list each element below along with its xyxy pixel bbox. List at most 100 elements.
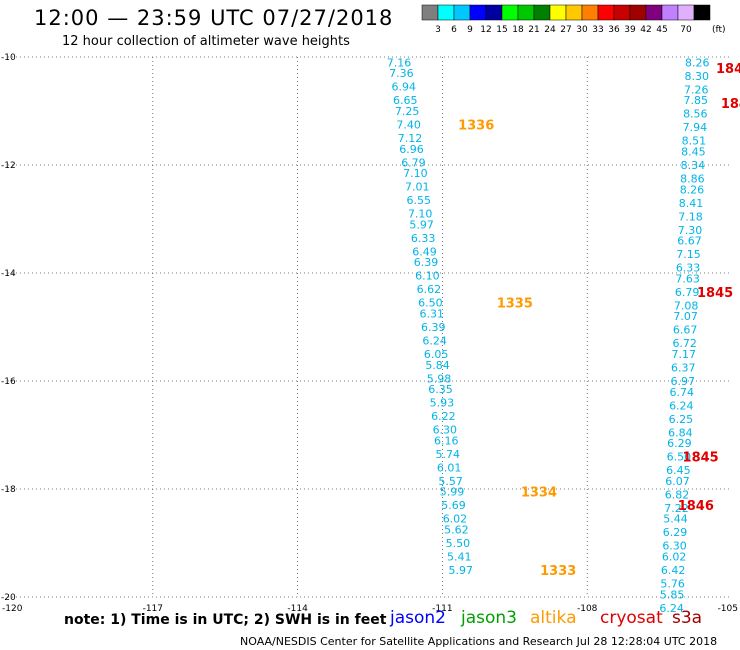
x-tick-label: -111 xyxy=(432,604,452,614)
legend-label: 27 xyxy=(560,25,571,35)
data-point-label: 6.30 xyxy=(662,540,687,553)
data-point-label: 8.56 xyxy=(683,108,708,121)
legend-swatch xyxy=(693,4,711,21)
data-point-label: 6.25 xyxy=(669,413,694,426)
y-tick-label: -10 xyxy=(1,53,16,63)
data-point-label: 6.05 xyxy=(424,348,449,361)
data-point-label: 6.24 xyxy=(669,399,694,412)
data-point-label: 6.01 xyxy=(437,461,462,474)
data-point-label: 5.62 xyxy=(444,524,469,537)
data-point-label: 5.74 xyxy=(435,448,460,461)
satellite-label-jason3: jason3 xyxy=(461,608,517,628)
data-point-label: 7.40 xyxy=(396,119,421,132)
data-point-label: 5.50 xyxy=(446,537,471,550)
data-point-label: 7.63 xyxy=(675,272,700,285)
legend-label: 6 xyxy=(451,25,457,35)
data-point-label: 6.29 xyxy=(663,526,688,539)
data-point-label: 6.24 xyxy=(659,602,684,615)
legend-label: 21 xyxy=(528,25,539,35)
data-point-label: 5.85 xyxy=(660,588,685,601)
legend-label: 9 xyxy=(467,25,473,35)
data-point-label: 6.37 xyxy=(671,362,696,375)
data-point-label: 6.35 xyxy=(428,383,453,396)
data-point-label: 6.30 xyxy=(433,424,458,437)
data-point-label: 6.84 xyxy=(668,426,693,439)
data-point-label: 5.41 xyxy=(447,551,472,564)
data-point-label: 7.15 xyxy=(676,248,701,261)
time-label: 184 xyxy=(721,97,740,112)
time-label: 1845 xyxy=(683,451,719,466)
data-point-label: 6.24 xyxy=(422,335,447,348)
data-point-label: 7.16 xyxy=(387,56,412,69)
data-point-label: 8.34 xyxy=(681,159,706,172)
x-tick-label: -108 xyxy=(577,604,598,614)
x-tick-label: -114 xyxy=(287,604,308,614)
data-point-label: 7.01 xyxy=(405,181,430,194)
data-point-label: 8.26 xyxy=(685,56,710,69)
time-label: 1336 xyxy=(458,119,494,134)
data-point-label: 7.94 xyxy=(683,121,708,134)
data-point-label: 6.02 xyxy=(443,513,468,526)
y-tick-label: -18 xyxy=(1,485,16,495)
legend-label: 45 xyxy=(656,25,667,35)
y-tick-label: -14 xyxy=(1,269,16,279)
data-point-label: 6.79 xyxy=(401,156,426,169)
data-point-label: 6.50 xyxy=(418,297,443,310)
data-point-label: 6.50 xyxy=(667,451,692,464)
data-point-label: 6.96 xyxy=(399,143,424,156)
data-point-label: 6.31 xyxy=(420,308,445,321)
data-point-label: 7.12 xyxy=(398,132,423,145)
data-point-label: 7.10 xyxy=(408,208,433,221)
data-point-label: 6.33 xyxy=(676,262,701,275)
data-point-label: 7.26 xyxy=(684,83,709,96)
time-label: 1334 xyxy=(521,486,557,501)
satellite-label-s3a: s3a xyxy=(672,608,703,628)
data-point-label: 5.44 xyxy=(663,513,688,526)
data-point-label: 6.02 xyxy=(662,551,687,564)
data-point-label: 5.57 xyxy=(438,475,463,488)
legend-label: 33 xyxy=(592,25,603,35)
legend-label: 30 xyxy=(576,25,588,35)
data-point-label: 6.39 xyxy=(421,321,446,334)
data-point-label: 6.16 xyxy=(434,434,459,447)
data-point-label: 6.29 xyxy=(667,437,692,450)
chart-subtitle: 12 hour collection of altimeter wave hei… xyxy=(62,34,350,49)
data-point-label: 6.74 xyxy=(670,386,695,399)
data-point-label: 5.93 xyxy=(430,397,455,410)
data-point-label: 7.17 xyxy=(671,348,696,361)
data-point-label: 6.45 xyxy=(666,464,691,477)
data-point-label: 7.18 xyxy=(678,210,703,223)
data-point-label: 5.69 xyxy=(441,499,466,512)
satellite-label-jason2: jason2 xyxy=(390,608,446,628)
time-label: 1845 xyxy=(697,286,733,301)
time-label: 184 xyxy=(716,62,740,77)
data-point-label: 6.49 xyxy=(412,245,437,258)
x-tick-label: -117 xyxy=(143,604,163,614)
data-point-label: 5.97 xyxy=(448,564,473,577)
footer-note: note: 1) Time is in UTC; 2) SWH is in fe… xyxy=(64,612,387,628)
data-point-label: 6.42 xyxy=(661,564,686,577)
data-point-label: 6.82 xyxy=(665,488,690,501)
data-point-label: 8.41 xyxy=(679,197,704,210)
data-point-label: 7.10 xyxy=(403,167,428,180)
data-point-label: 8.86 xyxy=(680,173,705,186)
data-point-label: 6.97 xyxy=(671,375,696,388)
data-point-label: 8.51 xyxy=(682,135,707,148)
data-point-label: 6.10 xyxy=(415,270,440,283)
data-point-label: 7.30 xyxy=(678,224,703,237)
legend-label: 18 xyxy=(512,25,524,35)
legend-label: 42 xyxy=(640,25,651,35)
data-point-label: 5.97 xyxy=(409,218,434,231)
chart-title: 12:00 — 23:59 UTC 07/27/2018 xyxy=(34,6,394,30)
data-point-label: 5.98 xyxy=(427,372,452,385)
data-point-label: 6.79 xyxy=(675,286,700,299)
y-tick-label: -16 xyxy=(1,377,16,387)
legend-label: 15 xyxy=(496,25,507,35)
x-tick-label: -120 xyxy=(2,604,23,614)
data-point-label: 6.67 xyxy=(677,235,702,248)
legend-label: 24 xyxy=(544,25,556,35)
time-label: 1333 xyxy=(540,564,576,579)
data-point-label: 5.76 xyxy=(660,578,685,591)
